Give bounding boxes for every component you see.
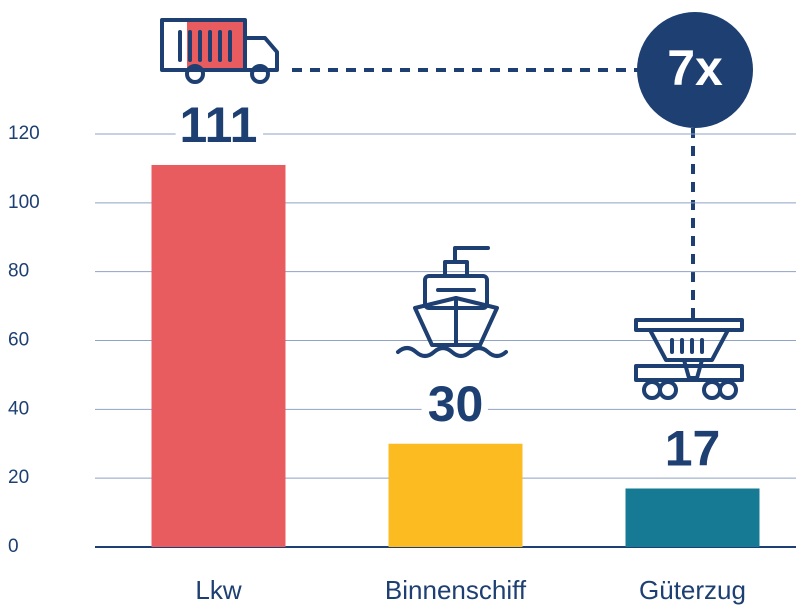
truck-icon bbox=[160, 18, 279, 84]
y-tick-label: 20 bbox=[8, 467, 29, 488]
bar bbox=[151, 164, 286, 547]
annotation-badge bbox=[637, 12, 753, 128]
annotation: 7x bbox=[667, 40, 723, 96]
y-tick-label: 40 bbox=[8, 398, 29, 419]
data-label: 30 bbox=[428, 376, 484, 432]
y-tick-label: 0 bbox=[8, 536, 19, 557]
bar bbox=[625, 488, 760, 547]
bars bbox=[151, 164, 760, 547]
y-tick-label: 80 bbox=[8, 261, 29, 282]
ship-icon bbox=[396, 246, 508, 358]
bar bbox=[388, 443, 523, 547]
y-tick-label: 120 bbox=[8, 123, 40, 144]
train-icon bbox=[634, 318, 744, 400]
x-tick-label: Lkw bbox=[195, 575, 241, 605]
y-tick-label: 100 bbox=[8, 192, 40, 213]
y-tick-label: 60 bbox=[8, 330, 29, 351]
data-label: 17 bbox=[665, 421, 721, 477]
x-tick-label: Güterzug bbox=[639, 575, 746, 605]
data-label: 111 bbox=[180, 97, 258, 153]
x-tick-label: Binnenschiff bbox=[385, 575, 527, 605]
